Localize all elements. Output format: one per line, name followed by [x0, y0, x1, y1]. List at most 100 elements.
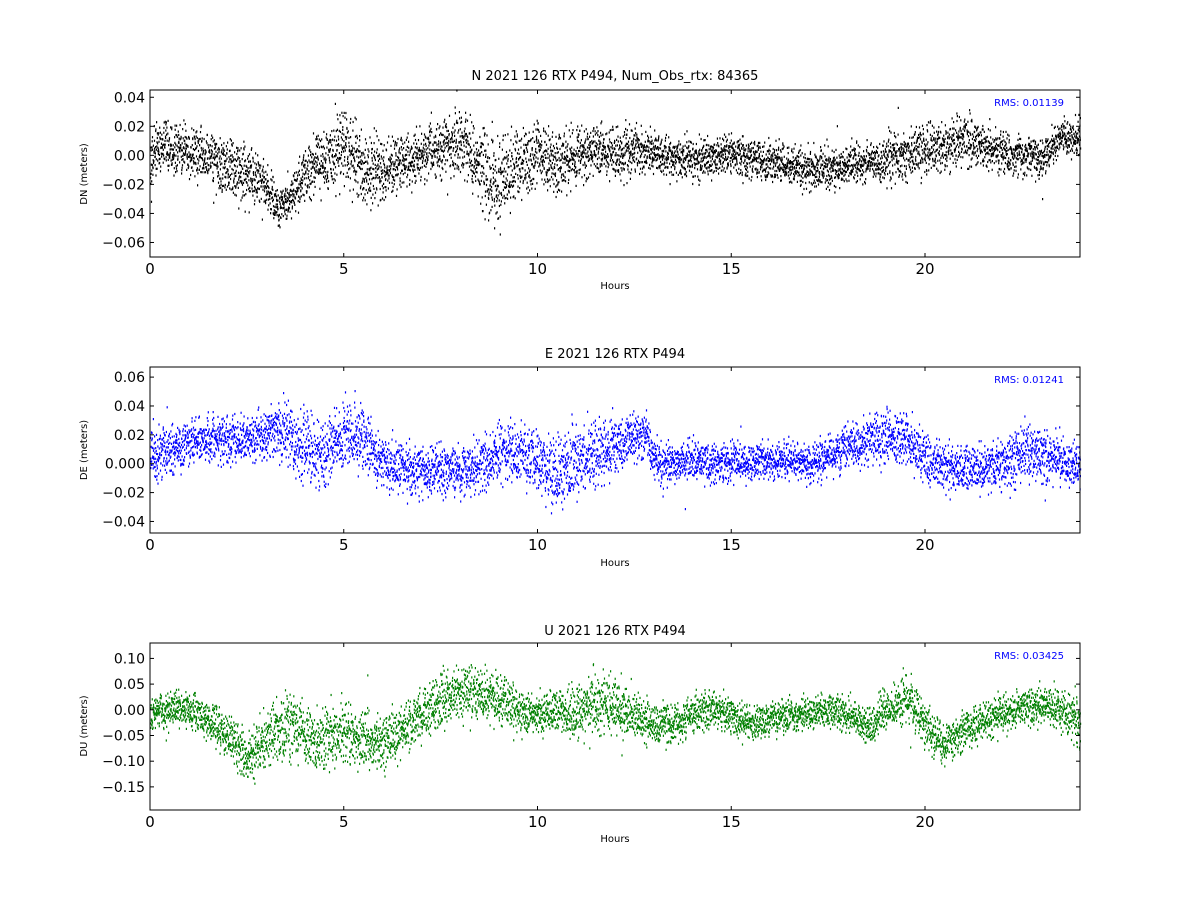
data-point	[627, 140, 630, 143]
data-point	[530, 179, 533, 182]
data-point	[720, 143, 722, 146]
data-point	[852, 164, 854, 167]
data-point	[816, 170, 818, 173]
data-point	[659, 143, 661, 146]
data-point	[535, 147, 537, 151]
data-point	[184, 135, 186, 139]
data-point	[818, 180, 820, 183]
data-point	[482, 210, 484, 213]
data-point	[274, 213, 276, 216]
data-point	[636, 133, 638, 136]
data-point	[650, 152, 652, 155]
data-point	[497, 194, 499, 197]
data-point	[696, 157, 698, 160]
data-point	[554, 173, 556, 176]
data-point	[295, 210, 297, 213]
data-point	[151, 169, 153, 172]
data-point	[262, 168, 264, 171]
data-point	[533, 165, 535, 168]
data-point	[811, 162, 813, 165]
data-point	[415, 175, 417, 178]
data-point	[213, 153, 215, 156]
data-point	[387, 174, 389, 177]
data-point	[420, 175, 422, 178]
data-point	[554, 152, 556, 155]
data-point	[882, 165, 884, 169]
data-point	[586, 177, 588, 181]
data-point	[897, 106, 899, 109]
data-point	[236, 146, 238, 149]
data-point	[391, 135, 393, 138]
data-point	[887, 153, 889, 156]
data-point	[761, 179, 763, 182]
data-point	[661, 170, 663, 174]
data-point	[647, 136, 650, 139]
data-point	[381, 143, 383, 146]
data-point	[626, 129, 628, 132]
data-point	[559, 167, 561, 170]
data-point	[238, 163, 240, 166]
data-point	[810, 160, 812, 163]
data-point	[281, 213, 283, 216]
data-point	[815, 165, 817, 168]
data-point	[183, 160, 185, 163]
data-point	[602, 144, 604, 147]
data-point	[829, 177, 832, 180]
data-point	[861, 156, 863, 159]
data-point	[200, 153, 202, 156]
data-point	[281, 192, 283, 195]
data-point	[377, 155, 379, 158]
data-point	[440, 149, 442, 152]
data-point	[702, 159, 704, 162]
data-point	[558, 168, 560, 171]
data-point	[870, 161, 872, 164]
data-point	[359, 150, 361, 153]
data-point	[374, 158, 376, 162]
data-point	[869, 153, 871, 156]
data-point	[883, 168, 885, 172]
data-point	[528, 170, 531, 173]
data-point	[543, 150, 546, 153]
data-point	[898, 175, 900, 178]
data-point	[708, 154, 710, 157]
data-point	[429, 148, 431, 151]
data-point	[689, 154, 691, 157]
data-point	[805, 172, 807, 175]
data-point	[675, 160, 677, 163]
data-point	[420, 152, 422, 155]
data-point	[446, 159, 449, 162]
data-point	[473, 165, 475, 168]
data-point	[519, 180, 521, 183]
data-point	[448, 114, 451, 117]
data-point	[790, 165, 792, 168]
data-point	[713, 152, 715, 156]
data-point	[820, 164, 822, 167]
data-point	[181, 142, 183, 145]
data-point	[346, 164, 348, 167]
data-point	[735, 153, 737, 156]
data-point	[447, 193, 449, 196]
data-point	[300, 195, 302, 198]
data-point	[779, 163, 781, 166]
data-point	[476, 160, 478, 163]
data-point	[188, 178, 191, 181]
data-point	[159, 137, 161, 140]
data-point	[419, 154, 421, 157]
data-point	[385, 189, 387, 192]
data-point	[859, 169, 862, 173]
data-point	[577, 135, 579, 138]
data-point	[736, 158, 738, 161]
data-point	[776, 161, 778, 164]
data-point	[917, 163, 919, 166]
data-point	[161, 133, 163, 136]
data-point	[503, 170, 505, 173]
data-point	[192, 169, 194, 172]
data-point	[922, 152, 924, 155]
data-point	[899, 147, 901, 150]
data-point	[238, 181, 240, 184]
data-point	[857, 168, 859, 171]
data-point	[895, 151, 897, 154]
data-point	[774, 156, 776, 159]
data-point	[398, 163, 400, 166]
data-point	[513, 164, 515, 167]
